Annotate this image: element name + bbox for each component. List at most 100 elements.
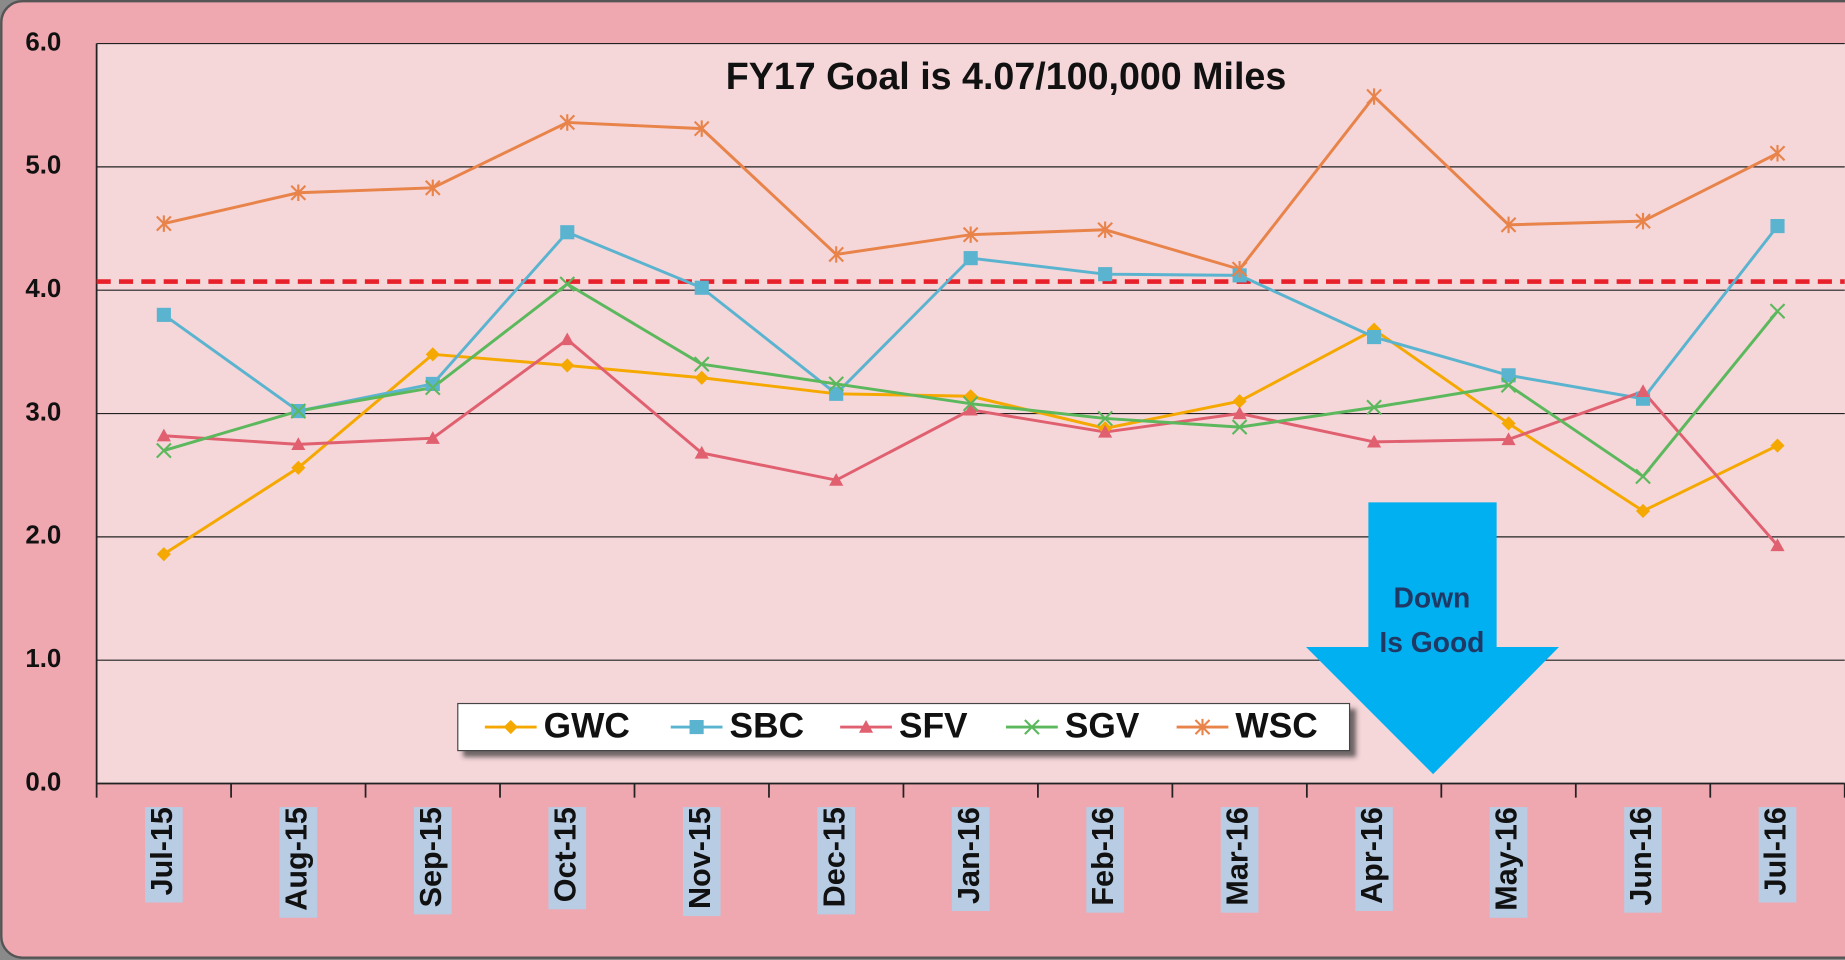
marker [425,431,440,444]
x-tick-background [1489,807,1528,918]
marker [1367,330,1382,345]
y-tick-label: 1.0 [25,645,61,673]
y-tick-label: 4.0 [25,275,61,303]
x-tick-group: Feb-16 [1086,807,1124,913]
x-tick-group: Aug-15 [279,807,318,918]
marker [1635,384,1651,397]
x-tick-background [279,807,318,918]
marker [291,437,306,451]
marker [503,720,518,735]
legend-label: SGV [1065,707,1140,746]
marker [1367,434,1382,448]
x-tick-label: Jul-15 [145,807,179,895]
marker [1098,424,1113,438]
x-tick-label: Jan-16 [952,807,986,904]
marker [290,403,307,419]
marker [291,460,306,475]
x-tick-group: Oct-15 [548,807,587,910]
y-tick-label: 5.0 [25,152,61,180]
marker [1366,88,1382,105]
marker [829,386,844,401]
marker [694,280,709,295]
x-tick-group: Sep-15 [413,807,452,915]
marker [559,114,576,131]
marker [829,473,844,486]
marker [963,402,978,416]
marker [858,720,874,733]
x-tick-background [682,807,721,917]
x-tick-label: Jul-16 [1759,807,1793,895]
x-tick-group: Jul-15 [145,807,183,903]
marker [424,379,441,396]
x-tick-group: Jan-16 [951,807,990,912]
marker [1232,394,1247,409]
x-tick-background [548,807,587,910]
legend-label: SBC [730,707,805,746]
marker [1770,438,1785,453]
x-tick-label: Dec-15 [817,807,851,907]
marker [156,428,171,442]
x-tick-group: Nov-15 [682,807,721,917]
x-tick-label: Feb-16 [1086,807,1120,906]
x-tick-group: Dec-15 [817,807,856,915]
x-tick-background [1086,807,1124,913]
marker [560,358,575,373]
marker [425,347,440,362]
x-tick-background [1624,807,1662,913]
marker [962,395,979,412]
chart-title: FY17 Goal is 4.07/100,000 Miles [726,55,1287,97]
marker [828,376,845,392]
marker [694,445,709,459]
x-tick-label: May-16 [1490,807,1524,911]
marker [560,225,575,240]
marker [1097,410,1113,427]
marker [156,307,171,322]
marker [1231,260,1248,278]
marker [290,184,307,201]
x-tick-group: May-16 [1490,807,1528,918]
marker [693,120,710,137]
x-tick-group: Mar-16 [1221,807,1259,913]
marker [1770,219,1785,234]
marker [156,215,172,232]
arrow [1306,502,1559,775]
x-tick-group: Apr-16 [1355,807,1393,911]
legend: GWC SBC SFV SGV WSC [457,702,1351,752]
marker [963,251,978,266]
x-tick-background [817,807,856,915]
marker [1769,303,1786,319]
x-tick-label: Sep-15 [414,807,448,907]
annotation: Is Good [1379,626,1484,658]
x-tick-background [951,807,990,912]
marker [1501,432,1516,446]
legend-label: GWC [544,707,630,746]
x-tick-background [413,807,452,915]
marker [694,370,709,385]
marker [1635,212,1651,230]
marker [559,276,576,292]
marker [425,376,440,391]
marker [560,332,575,346]
marker [424,179,441,197]
annotation: Down [1394,581,1471,613]
marker [156,442,172,459]
marker [689,720,704,735]
legend-label: WSC [1235,707,1317,746]
x-tick-background [1758,807,1797,903]
marker [156,547,171,562]
marker [1635,503,1651,519]
x-tick-label: Mar-16 [1221,807,1255,906]
marker [1501,416,1516,431]
marker [1231,419,1248,435]
y-tick-label: 0.0 [25,768,61,796]
y-tick-label: 2.0 [25,522,61,550]
marker [1769,145,1786,162]
marker [1500,377,1517,393]
marker [1366,399,1382,416]
x-tick-label: Nov-15 [683,807,717,909]
marker [1097,221,1113,238]
y-tick-label: 6.0 [25,28,61,56]
x-tick-group: Jun-16 [1624,807,1662,913]
y-tick-label: 3.0 [25,398,61,426]
